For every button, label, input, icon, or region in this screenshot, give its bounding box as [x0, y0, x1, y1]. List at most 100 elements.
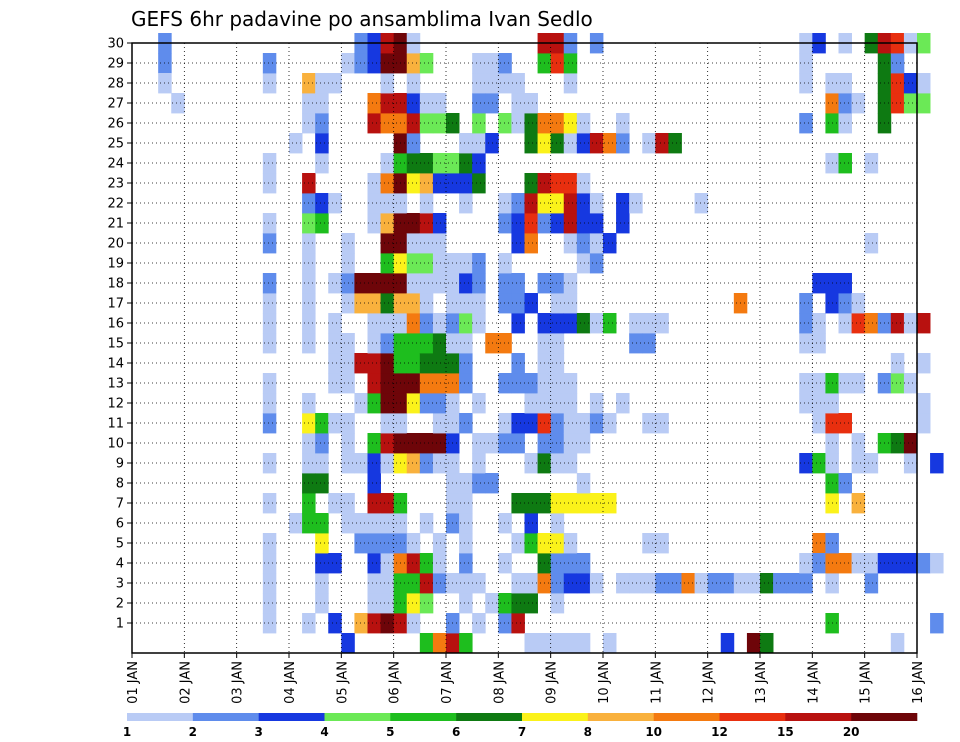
- heatmap-cell: [432, 213, 447, 234]
- y-tick-label: 3: [116, 577, 124, 592]
- heatmap-cell: [419, 313, 434, 334]
- heatmap-cell: [432, 453, 447, 474]
- heatmap-cell: [262, 73, 277, 94]
- x-tick-label: 06 JAN: [388, 661, 403, 704]
- heatmap-cell: [629, 193, 643, 214]
- heatmap-cell: [576, 573, 591, 594]
- heatmap-cell: [472, 113, 486, 134]
- heatmap-cell: [890, 433, 905, 454]
- heatmap-cell: [890, 373, 905, 394]
- heatmap-cell: [550, 173, 565, 194]
- heatmap-cell: [550, 273, 565, 294]
- heatmap-cell: [459, 553, 473, 574]
- heatmap-cell: [903, 433, 918, 454]
- heatmap-cell: [472, 273, 486, 294]
- heatmap-cell: [328, 413, 342, 434]
- heatmap-cell: [563, 213, 578, 234]
- heatmap-cell: [419, 113, 434, 134]
- heatmap-cell: [629, 333, 643, 354]
- heatmap-cell: [459, 513, 473, 534]
- heatmap-cell: [720, 573, 735, 594]
- heatmap-cell: [511, 353, 525, 374]
- y-tick-label: 18: [107, 277, 124, 292]
- heatmap-cell: [563, 413, 578, 434]
- colorbar-swatch: [719, 713, 786, 721]
- heatmap-cell: [498, 593, 512, 614]
- heatmap-cell: [380, 113, 395, 134]
- heatmap-cell: [459, 293, 473, 314]
- heatmap-cell: [563, 293, 578, 314]
- heatmap-cell: [406, 613, 421, 634]
- heatmap-cell: [419, 373, 434, 394]
- heatmap-cell: [838, 113, 852, 134]
- heatmap-cell: [498, 193, 512, 214]
- heatmap-cell: [472, 573, 486, 594]
- heatmap-cell: [799, 313, 813, 334]
- colorbar-swatch: [456, 713, 523, 721]
- heatmap-cell: [380, 493, 395, 514]
- heatmap-cell: [459, 473, 473, 494]
- heatmap-cell: [419, 453, 434, 474]
- heatmap-cell: [812, 273, 826, 294]
- heatmap-cell: [838, 313, 852, 334]
- heatmap-cell: [406, 433, 421, 454]
- x-tick-label: 10 JAN: [597, 661, 612, 704]
- heatmap-cell: [563, 173, 578, 194]
- heatmap-cell: [472, 393, 486, 414]
- chart-title: GEFS 6hr padavine po ansamblima Ivan Sed…: [131, 7, 593, 31]
- heatmap-cell: [485, 133, 499, 154]
- heatmap-cell: [262, 333, 277, 354]
- heatmap-cell: [851, 493, 866, 514]
- heatmap-cell: [917, 353, 931, 374]
- heatmap-cell: [851, 93, 866, 114]
- heatmap-cell: [485, 73, 499, 94]
- heatmap-cell: [563, 113, 578, 134]
- y-tick-label: 30: [107, 37, 124, 52]
- heatmap-cell: [851, 433, 866, 454]
- heatmap-cell: [367, 213, 381, 234]
- heatmap-cell: [603, 413, 617, 434]
- heatmap-cell: [799, 453, 813, 474]
- colorbar-swatch: [390, 713, 457, 721]
- y-tick-label: 8: [116, 477, 124, 492]
- heatmap-cell: [851, 293, 866, 314]
- heatmap-cell: [603, 493, 617, 514]
- heatmap-cell: [315, 93, 329, 114]
- heatmap-cell: [799, 333, 813, 354]
- colorbar-label: 1: [123, 725, 131, 739]
- heatmap-cell: [773, 573, 787, 594]
- heatmap-cell: [262, 313, 277, 334]
- y-tick-label: 23: [107, 177, 124, 192]
- heatmap-cell: [485, 53, 499, 74]
- heatmap-cell: [498, 213, 512, 234]
- heatmap-cell: [550, 133, 565, 154]
- heatmap-cell: [419, 273, 434, 294]
- heatmap-cell: [550, 313, 565, 334]
- heatmap-cell: [171, 93, 185, 114]
- x-tick-label: 02 JAN: [178, 661, 193, 704]
- heatmap-cell: [576, 553, 591, 574]
- colorbar-label: 8: [584, 725, 592, 739]
- heatmap-cell: [851, 373, 866, 394]
- heatmap-cell: [459, 313, 473, 334]
- heatmap-cell: [890, 53, 905, 74]
- heatmap-cell: [563, 533, 578, 554]
- heatmap-cell: [472, 613, 486, 634]
- heatmap-cell: [315, 433, 329, 454]
- heatmap-cell: [459, 593, 473, 614]
- heatmap-cell: [668, 133, 682, 154]
- y-tick-label: 27: [107, 97, 124, 112]
- heatmap-cell: [511, 493, 525, 514]
- heatmap-cell: [380, 553, 395, 574]
- heatmap-cell: [563, 313, 578, 334]
- heatmap-cell: [472, 253, 486, 274]
- heatmap-cell: [328, 333, 342, 354]
- heatmap-cell: [367, 553, 381, 574]
- colorbar-label: 5: [386, 725, 394, 739]
- heatmap-cell: [707, 573, 722, 594]
- heatmap-cell: [812, 333, 826, 354]
- heatmap-cell: [315, 553, 329, 574]
- heatmap-cell: [315, 533, 329, 554]
- heatmap-cell: [406, 553, 421, 574]
- heatmap-cell: [563, 433, 578, 454]
